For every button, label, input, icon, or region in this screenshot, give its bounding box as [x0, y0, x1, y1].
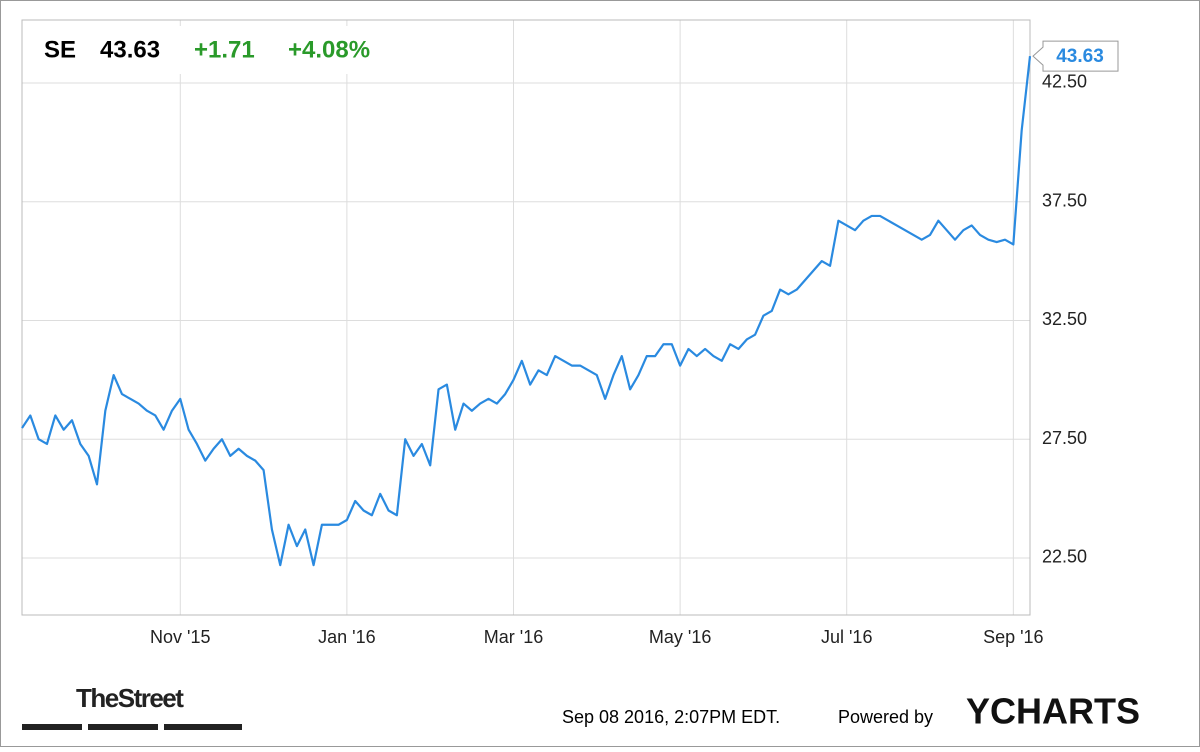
x-tick-label: Sep '16 [983, 627, 1044, 647]
change-pct: +4.08% [288, 36, 370, 63]
change: +1.71 [194, 36, 255, 63]
powered-by: Powered by [838, 707, 933, 727]
grid [22, 20, 1030, 615]
y-tick-label: 42.50 [1042, 72, 1087, 92]
x-tick-label: Jul '16 [821, 627, 872, 647]
y-tick-label: 27.50 [1042, 428, 1087, 448]
plot-border [21, 19, 1031, 616]
logo-bar [88, 724, 158, 730]
x-tick-label: Mar '16 [484, 627, 543, 647]
ticker: SE [44, 36, 76, 63]
logo-bar [164, 724, 242, 730]
last-value-tag [1032, 40, 1119, 72]
x-tick-label: Nov '15 [150, 627, 210, 647]
last-price: 43.63 [100, 36, 160, 63]
logo-bar [22, 724, 82, 730]
price-line [21, 55, 1032, 567]
x-tick-label: May '16 [649, 627, 711, 647]
y-tick-label: 32.50 [1042, 309, 1087, 329]
x-tick-label: Jan '16 [318, 627, 375, 647]
y-tick-label: 22.50 [1042, 547, 1087, 567]
y-tick-label: 37.50 [1042, 190, 1087, 210]
last-value-label: 43.63 [1056, 46, 1104, 67]
header-box [30, 26, 410, 74]
plot [21, 55, 1032, 567]
brand: YCHARTS [966, 691, 1140, 732]
source-logo: TheStreet [76, 683, 184, 713]
timestamp: Sep 08 2016, 2:07PM EDT. [562, 707, 780, 727]
